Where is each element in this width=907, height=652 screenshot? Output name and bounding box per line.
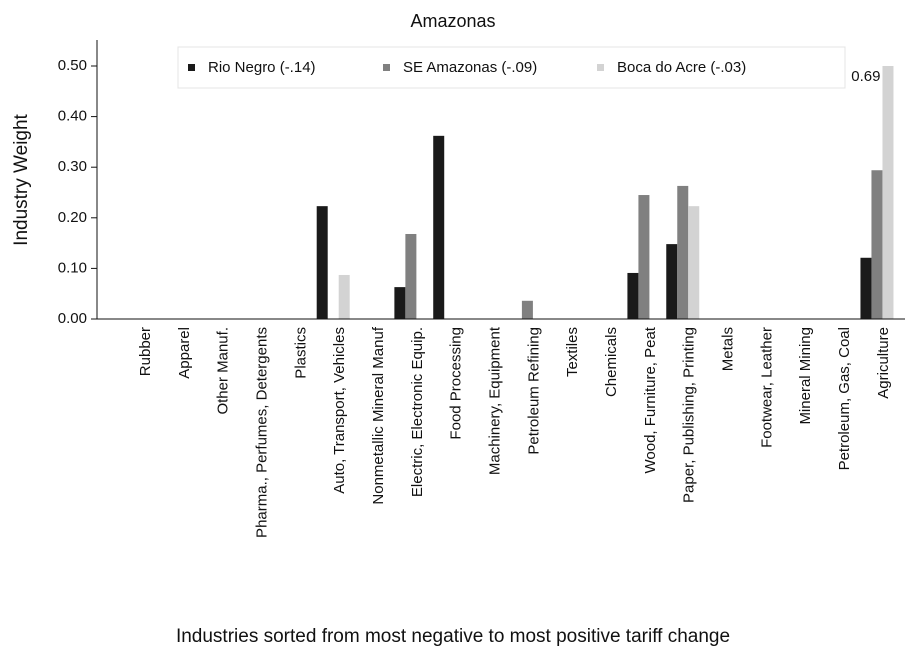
x-tick-label: Rubber bbox=[137, 327, 154, 376]
x-axis-label: Industries sorted from most negative to … bbox=[176, 626, 730, 647]
legend-swatch bbox=[188, 64, 195, 71]
x-tick-label: Wood, Furniture, Peat bbox=[642, 326, 659, 473]
bar bbox=[433, 135, 445, 319]
x-tick-label: Paper, Publishing, Printing bbox=[681, 327, 698, 503]
bar bbox=[860, 257, 872, 319]
bar bbox=[338, 274, 350, 319]
bar bbox=[627, 272, 639, 319]
x-tick-label: Agriculture bbox=[875, 327, 892, 399]
bar bbox=[394, 287, 406, 319]
x-tick-label: Nonmetallic Mineral Manuf bbox=[370, 326, 387, 504]
x-tick-label: Apparel bbox=[176, 327, 193, 379]
bar bbox=[882, 66, 894, 320]
x-tick-label: Machinery, Equipment bbox=[487, 326, 504, 475]
bar bbox=[638, 195, 650, 319]
y-tick-label: 0.40 bbox=[58, 108, 87, 125]
y-tick-label: 0.10 bbox=[58, 259, 87, 276]
y-tick-label: 0.20 bbox=[58, 209, 87, 226]
bar bbox=[405, 233, 417, 319]
x-tick-label: Auto, Transport, Vehicles bbox=[331, 327, 348, 494]
legend-label: Boca do Acre (-.03) bbox=[617, 59, 746, 76]
x-tick-label: Other Manuf. bbox=[215, 327, 232, 415]
x-tick-label: Petroleum, Gas, Coal bbox=[836, 327, 853, 470]
legend-label: Rio Negro (-.14) bbox=[208, 59, 316, 76]
x-tick-label: Food Processing bbox=[448, 327, 465, 440]
bar bbox=[316, 206, 328, 319]
bar bbox=[666, 244, 678, 319]
x-tick-label: Mineral Mining bbox=[797, 327, 814, 425]
bar bbox=[871, 170, 883, 319]
bars bbox=[316, 66, 894, 320]
legend-box bbox=[177, 46, 846, 89]
x-tick-label: Plastics bbox=[292, 327, 309, 379]
legend-swatch bbox=[383, 64, 390, 71]
y-tick-label: 0.00 bbox=[58, 310, 87, 327]
bar bbox=[521, 300, 533, 319]
x-tick-label: Pharma., Perfumes, Detergents bbox=[253, 327, 270, 538]
chart-title: Amazonas bbox=[410, 11, 495, 31]
legend-label: SE Amazonas (-.09) bbox=[403, 59, 537, 76]
y-tick-label: 0.30 bbox=[58, 158, 87, 175]
x-tick-label: Textiles bbox=[564, 327, 581, 377]
x-tick-label: Electric, Electronic Equip. bbox=[409, 327, 426, 497]
y-tick-label: 0.50 bbox=[58, 57, 87, 74]
y-axis-label: Industry Weight bbox=[11, 113, 32, 245]
bar bbox=[677, 185, 689, 319]
value-label: 0.69 bbox=[851, 68, 880, 85]
bar bbox=[688, 206, 700, 319]
x-tick-label: Chemicals bbox=[603, 327, 620, 397]
x-tick-label: Petroleum Refining bbox=[525, 327, 542, 455]
x-tick-label: Metals bbox=[720, 327, 737, 371]
legend-swatch bbox=[597, 64, 604, 71]
x-tick-label: Footwear, Leather bbox=[758, 327, 775, 448]
